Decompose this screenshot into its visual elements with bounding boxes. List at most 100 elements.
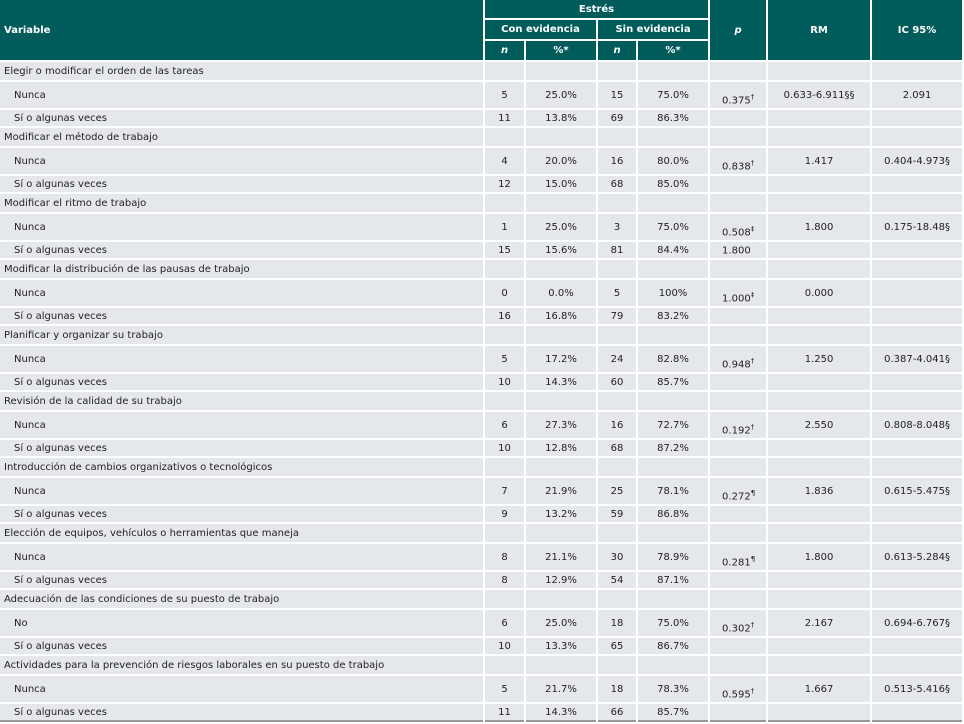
rm-value: 2.167	[768, 610, 871, 636]
table-row: Nunca 7 21.9% 25 78.1% 0.272¶ 1.836 0.615-5.475…	[0, 478, 963, 504]
n-without-evidence: 25	[598, 478, 636, 504]
p-number: 0.281	[722, 557, 751, 568]
empty-cell	[768, 326, 871, 344]
category-row: Introducción de cambios organizativos o …	[0, 458, 963, 476]
option-label: Nunca	[0, 148, 483, 174]
empty-cell	[710, 524, 767, 542]
pct-without-evidence: 72.7%	[638, 412, 709, 438]
empty-cell	[485, 326, 524, 344]
empty-cell	[768, 656, 871, 674]
n-without-evidence: 18	[598, 610, 636, 636]
rm-header: RM	[768, 0, 871, 60]
pct-with-evidence: 12.9%	[526, 572, 596, 588]
empty-cell	[638, 62, 709, 80]
empty-cell	[598, 128, 636, 146]
ci-header: IC 95%	[872, 0, 963, 60]
pct-with-evidence: 15.0%	[526, 176, 596, 192]
n-with-evidence: 9	[485, 506, 524, 522]
rm-value	[768, 374, 871, 390]
rm-value	[768, 440, 871, 456]
n-with-evidence: 11	[485, 704, 524, 722]
category-label: Revisión de la calidad de su trabajo	[0, 392, 483, 410]
rm-value	[768, 638, 871, 654]
n-without-evidence: 79	[598, 308, 636, 324]
p-footnote-mark: †	[750, 92, 755, 101]
option-label: Nunca	[0, 82, 483, 108]
empty-cell	[710, 194, 767, 212]
category-label: Modificar el método de trabajo	[0, 128, 483, 146]
pct-without-evidence: 86.7%	[638, 638, 709, 654]
p-number: 0.302	[722, 623, 751, 634]
ci-value	[872, 506, 963, 522]
ci-value	[872, 572, 963, 588]
p-footnote-mark: ¶	[750, 488, 756, 497]
category-row: Adecuación de las condiciones de su pues…	[0, 590, 963, 608]
p-footnote-mark: †	[750, 686, 755, 695]
p-number: 0.838	[722, 161, 751, 172]
empty-cell	[710, 326, 767, 344]
empty-cell	[598, 326, 636, 344]
empty-cell	[638, 590, 709, 608]
empty-cell	[485, 194, 524, 212]
empty-cell	[598, 62, 636, 80]
empty-cell	[526, 590, 596, 608]
pct-without-evidence: 84.4%	[638, 242, 709, 258]
category-row: Revisión de la calidad de su trabajo	[0, 392, 963, 410]
p-value	[710, 440, 767, 456]
empty-cell	[598, 524, 636, 542]
table-row: Sí o algunas veces 12 15.0% 68 85.0%	[0, 176, 963, 192]
n-without-evidence: 81	[598, 242, 636, 258]
with-evidence-header: Con evidencia	[485, 20, 596, 39]
table-row: Nunca 6 27.3% 16 72.7% 0.192† 2.550 0.808-8.048…	[0, 412, 963, 438]
rm-value: 1.800	[768, 214, 871, 240]
table-row: Nunca 1 25.0% 3 75.0% 0.508‡ 1.800 0.175-18.48§	[0, 214, 963, 240]
ci-value: 0.615-5.475§	[872, 478, 963, 504]
p-number: 0.272	[722, 491, 751, 502]
empty-cell	[485, 458, 524, 476]
ci-value	[872, 110, 963, 126]
ci-value	[872, 704, 963, 722]
p-value	[710, 506, 767, 522]
p-value: 0.272¶	[710, 478, 767, 504]
table-row: Nunca 0 0.0% 5 100% 1.000‡ 0.000	[0, 280, 963, 306]
empty-cell	[598, 392, 636, 410]
category-label: Modificar el ritmo de trabajo	[0, 194, 483, 212]
table-row: Sí o algunas veces 11 13.8% 69 86.3%	[0, 110, 963, 126]
empty-cell	[872, 194, 963, 212]
p-value: 1.800	[710, 242, 767, 258]
pct-with-evidence: 13.3%	[526, 638, 596, 654]
table-row: Nunca 5 17.2% 24 82.8% 0.948† 1.250 0.387-4.041…	[0, 346, 963, 372]
category-label: Elegir o modificar el orden de las tarea…	[0, 62, 483, 80]
category-row: Modificar el método de trabajo	[0, 128, 963, 146]
pct-with-evidence: 13.8%	[526, 110, 596, 126]
pct-without-evidence: 75.0%	[638, 82, 709, 108]
pct-header-2: %*	[638, 41, 709, 60]
pct-with-evidence: 12.8%	[526, 440, 596, 456]
empty-cell	[710, 458, 767, 476]
p-number: 0.595	[722, 689, 751, 700]
option-label: Sí o algunas veces	[0, 704, 483, 722]
stress-header: Estrés	[485, 0, 709, 18]
p-header: p	[710, 0, 767, 60]
pct-without-evidence: 83.2%	[638, 308, 709, 324]
empty-cell	[526, 260, 596, 278]
rm-value: 0.633-6.911§§	[768, 82, 871, 108]
n-with-evidence: 8	[485, 572, 524, 588]
pct-without-evidence: 82.8%	[638, 346, 709, 372]
n-without-evidence: 60	[598, 374, 636, 390]
empty-cell	[638, 524, 709, 542]
pct-without-evidence: 87.1%	[638, 572, 709, 588]
n-without-evidence: 66	[598, 704, 636, 722]
pct-with-evidence: 0.0%	[526, 280, 596, 306]
option-label: Sí o algunas veces	[0, 506, 483, 522]
table-row: Sí o algunas veces 16 16.8% 79 83.2%	[0, 308, 963, 324]
p-value	[710, 374, 767, 390]
pct-with-evidence: 14.3%	[526, 374, 596, 390]
option-label: Nunca	[0, 214, 483, 240]
rm-value	[768, 176, 871, 192]
n-without-evidence: 15	[598, 82, 636, 108]
pct-without-evidence: 87.2%	[638, 440, 709, 456]
empty-cell	[768, 392, 871, 410]
category-row: Actividades para la prevención de riesgo…	[0, 656, 963, 674]
